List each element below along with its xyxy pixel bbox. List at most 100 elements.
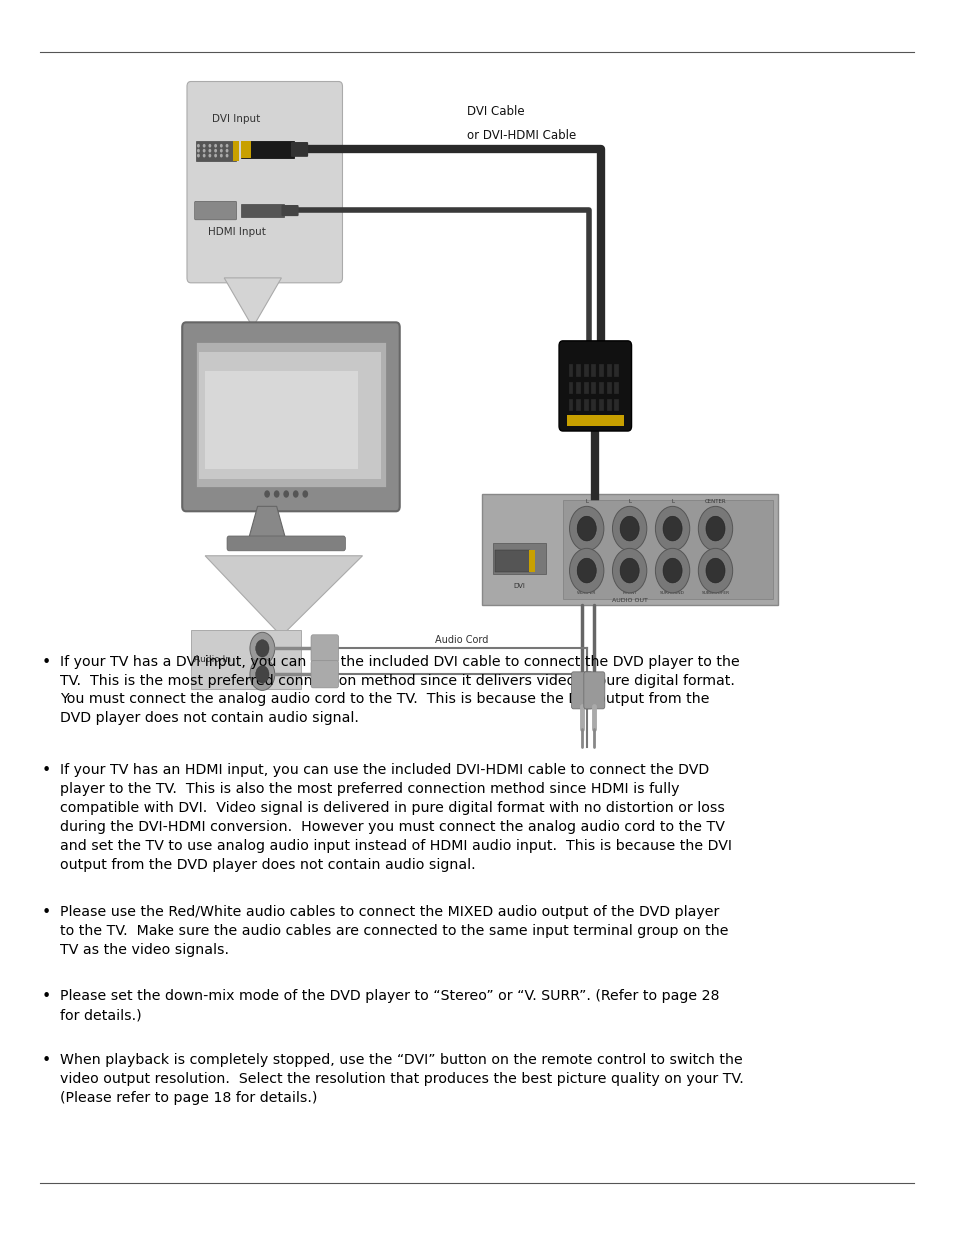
Circle shape bbox=[225, 149, 229, 153]
FancyBboxPatch shape bbox=[571, 672, 592, 709]
Circle shape bbox=[569, 548, 603, 593]
Circle shape bbox=[619, 558, 639, 583]
Circle shape bbox=[577, 516, 596, 541]
Circle shape bbox=[202, 153, 206, 157]
Circle shape bbox=[213, 144, 216, 148]
Text: DVI Input: DVI Input bbox=[213, 114, 260, 124]
Circle shape bbox=[698, 506, 732, 551]
FancyBboxPatch shape bbox=[606, 364, 611, 377]
Circle shape bbox=[219, 144, 222, 148]
Text: Please set the down-mix mode of the DVD player to “Stereo” or “V. SURR”. (Refer : Please set the down-mix mode of the DVD … bbox=[60, 989, 719, 1023]
FancyBboxPatch shape bbox=[598, 382, 603, 394]
FancyBboxPatch shape bbox=[311, 661, 338, 688]
Text: FRONT: FRONT bbox=[621, 592, 637, 595]
FancyBboxPatch shape bbox=[241, 141, 294, 158]
Text: L: L bbox=[627, 499, 631, 504]
Text: CENTER: CENTER bbox=[704, 499, 725, 504]
FancyBboxPatch shape bbox=[558, 341, 631, 431]
Text: DVI Cable: DVI Cable bbox=[467, 105, 524, 117]
Circle shape bbox=[698, 548, 732, 593]
FancyBboxPatch shape bbox=[568, 382, 573, 394]
Text: If your TV has a DVI input, you can use the included DVI cable to connect the DV: If your TV has a DVI input, you can use … bbox=[60, 655, 740, 725]
FancyBboxPatch shape bbox=[194, 201, 236, 220]
Circle shape bbox=[225, 144, 229, 148]
FancyBboxPatch shape bbox=[528, 550, 535, 572]
FancyBboxPatch shape bbox=[195, 141, 235, 161]
FancyBboxPatch shape bbox=[568, 364, 573, 377]
Text: •: • bbox=[41, 655, 51, 669]
FancyBboxPatch shape bbox=[614, 364, 618, 377]
FancyBboxPatch shape bbox=[614, 399, 618, 411]
FancyBboxPatch shape bbox=[566, 415, 623, 426]
Text: Please use the Red/White audio cables to connect the MIXED audio output of the D: Please use the Red/White audio cables to… bbox=[60, 905, 728, 957]
FancyBboxPatch shape bbox=[562, 500, 772, 599]
Circle shape bbox=[196, 153, 200, 157]
Circle shape bbox=[577, 558, 596, 583]
Circle shape bbox=[255, 640, 269, 657]
Text: SURROUND: SURROUND bbox=[659, 592, 684, 595]
Circle shape bbox=[219, 149, 222, 153]
Text: When playback is completely stopped, use the “DVI” button on the remote control : When playback is completely stopped, use… bbox=[60, 1053, 743, 1105]
FancyBboxPatch shape bbox=[199, 352, 380, 479]
Circle shape bbox=[202, 144, 206, 148]
FancyBboxPatch shape bbox=[187, 82, 342, 283]
FancyBboxPatch shape bbox=[614, 382, 618, 394]
Text: L: L bbox=[584, 499, 588, 504]
Circle shape bbox=[250, 632, 274, 664]
FancyBboxPatch shape bbox=[233, 141, 239, 161]
Circle shape bbox=[655, 548, 689, 593]
FancyBboxPatch shape bbox=[576, 399, 580, 411]
Circle shape bbox=[264, 490, 270, 498]
FancyBboxPatch shape bbox=[568, 399, 573, 411]
Circle shape bbox=[225, 153, 229, 157]
FancyBboxPatch shape bbox=[583, 399, 588, 411]
FancyBboxPatch shape bbox=[195, 342, 386, 487]
Circle shape bbox=[274, 490, 279, 498]
Circle shape bbox=[705, 558, 724, 583]
Circle shape bbox=[619, 516, 639, 541]
Circle shape bbox=[250, 658, 274, 690]
Text: •: • bbox=[41, 989, 51, 1004]
Text: DVI: DVI bbox=[513, 583, 524, 589]
FancyBboxPatch shape bbox=[241, 141, 251, 158]
Circle shape bbox=[612, 506, 646, 551]
Text: AUDIO OUT: AUDIO OUT bbox=[611, 598, 647, 603]
Text: •: • bbox=[41, 1053, 51, 1068]
FancyBboxPatch shape bbox=[205, 370, 357, 469]
FancyBboxPatch shape bbox=[591, 364, 596, 377]
Circle shape bbox=[283, 490, 289, 498]
FancyBboxPatch shape bbox=[606, 382, 611, 394]
Text: Audio In: Audio In bbox=[193, 655, 231, 664]
FancyBboxPatch shape bbox=[591, 382, 596, 394]
FancyBboxPatch shape bbox=[583, 382, 588, 394]
Text: •: • bbox=[41, 763, 51, 778]
FancyBboxPatch shape bbox=[583, 364, 588, 377]
FancyBboxPatch shape bbox=[481, 494, 777, 605]
FancyBboxPatch shape bbox=[606, 399, 611, 411]
FancyBboxPatch shape bbox=[576, 364, 580, 377]
FancyBboxPatch shape bbox=[182, 322, 399, 511]
Circle shape bbox=[569, 506, 603, 551]
FancyBboxPatch shape bbox=[493, 543, 545, 574]
Circle shape bbox=[202, 149, 206, 153]
Text: WOOFER: WOOFER bbox=[577, 592, 596, 595]
FancyBboxPatch shape bbox=[576, 382, 580, 394]
FancyBboxPatch shape bbox=[241, 204, 284, 217]
FancyBboxPatch shape bbox=[227, 536, 345, 551]
Circle shape bbox=[219, 153, 222, 157]
Circle shape bbox=[208, 149, 212, 153]
Text: HDMI Input: HDMI Input bbox=[208, 227, 265, 237]
Circle shape bbox=[293, 490, 298, 498]
Text: or DVI-HDMI Cable: or DVI-HDMI Cable bbox=[467, 130, 577, 142]
Polygon shape bbox=[224, 278, 281, 327]
Circle shape bbox=[213, 153, 216, 157]
Polygon shape bbox=[205, 556, 362, 636]
FancyBboxPatch shape bbox=[281, 205, 298, 216]
FancyBboxPatch shape bbox=[598, 364, 603, 377]
Circle shape bbox=[208, 153, 212, 157]
FancyBboxPatch shape bbox=[495, 550, 530, 572]
Text: If your TV has an HDMI input, you can use the included DVI-HDMI cable to connect: If your TV has an HDMI input, you can us… bbox=[60, 763, 731, 872]
FancyBboxPatch shape bbox=[598, 399, 603, 411]
FancyBboxPatch shape bbox=[291, 142, 308, 157]
Circle shape bbox=[655, 506, 689, 551]
